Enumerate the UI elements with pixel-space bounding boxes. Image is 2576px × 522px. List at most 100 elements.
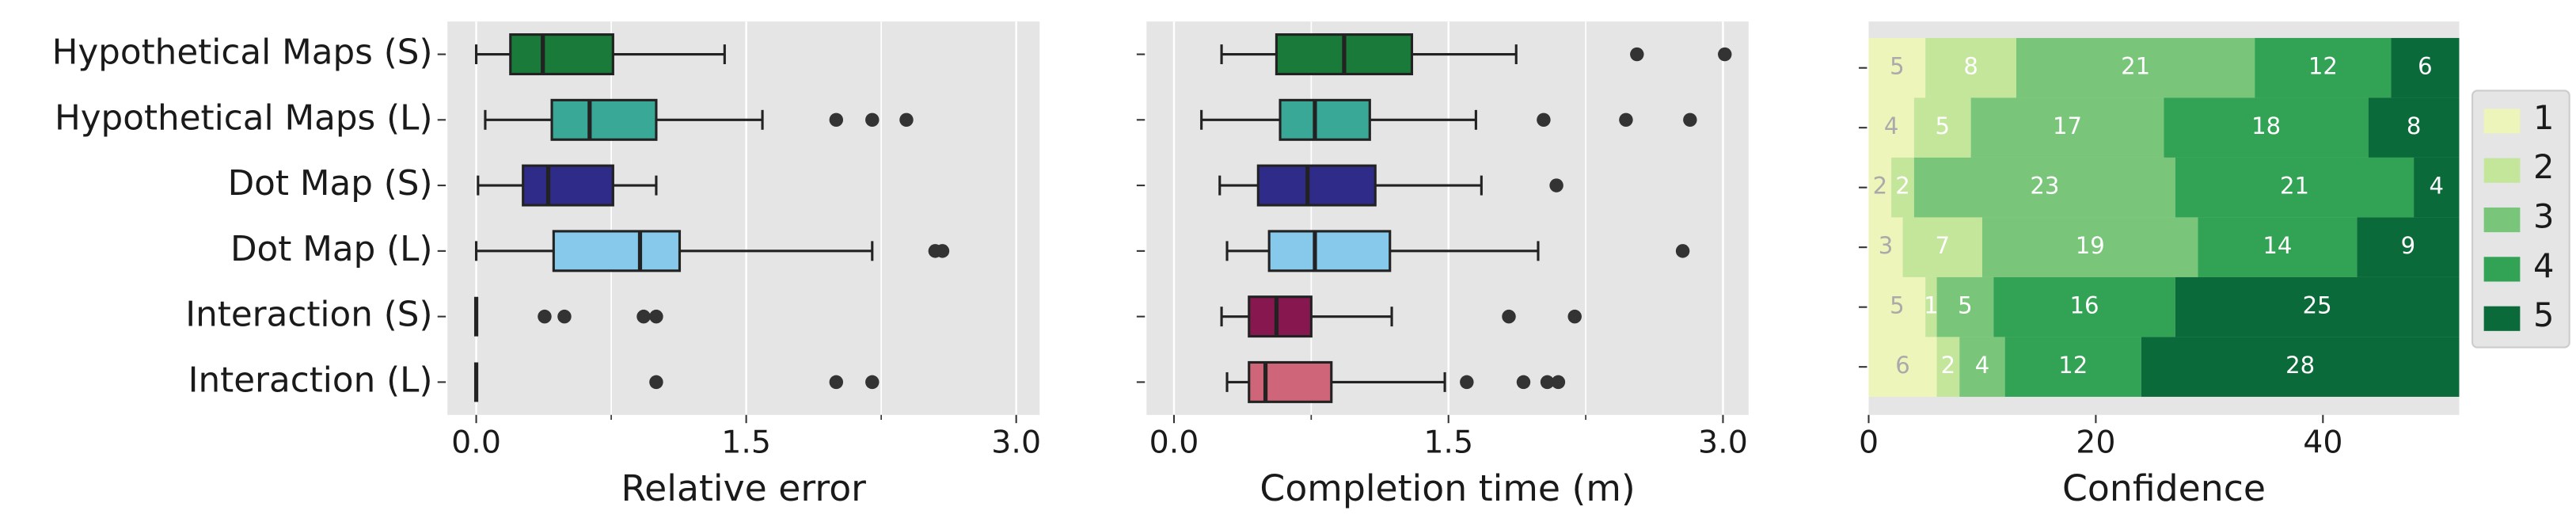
outlier	[1619, 112, 1633, 128]
bar-segment	[1891, 157, 1914, 218]
outlier	[1537, 112, 1551, 128]
segment-label: 5	[1935, 112, 1950, 139]
x-axis-label: Completion time (m)	[1260, 467, 1635, 509]
outlier	[935, 244, 950, 258]
segment-label: 4	[2430, 173, 2445, 200]
y-tick-label: Hypothetical Maps (S)	[52, 33, 433, 73]
segment-label: 6	[1895, 352, 1910, 379]
bar-segment	[1970, 97, 2164, 158]
box	[1267, 230, 1392, 272]
outlier	[899, 112, 914, 128]
segment-label: 21	[2121, 53, 2150, 80]
box	[1256, 164, 1377, 207]
legend-label: 3	[2533, 197, 2554, 236]
legend-label: 1	[2533, 98, 2554, 137]
segment-label: 8	[2407, 112, 2422, 139]
bar-segment	[2198, 217, 2358, 277]
segment-label: 4	[1975, 352, 1990, 379]
x-tick-label: 0	[1859, 425, 1879, 461]
bar-segment	[2016, 37, 2255, 98]
segment-label: 17	[2053, 112, 2082, 139]
outlier	[1502, 309, 1516, 324]
bar-segment	[1868, 217, 1903, 277]
x-tick-label: 1.5	[721, 425, 771, 461]
legend-swatch	[2483, 306, 2521, 331]
bar-segment	[1868, 337, 1937, 397]
bar-segment	[2141, 337, 2460, 397]
legend-label: 5	[2533, 295, 2554, 334]
x-tick-label: 1.5	[1423, 425, 1473, 461]
y-tick-label: Dot Map (L)	[230, 230, 433, 269]
legend-swatch	[2483, 109, 2521, 134]
bar-segment	[2175, 157, 2415, 218]
outlier	[557, 309, 572, 324]
legend-label: 2	[2533, 147, 2554, 186]
outlier	[829, 112, 844, 128]
legend-box	[2472, 90, 2570, 349]
box	[550, 98, 658, 141]
outlier	[1540, 375, 1555, 390]
segment-label: 19	[2076, 232, 2105, 259]
bar-segment	[1902, 217, 1982, 277]
bar-segment	[1913, 157, 2175, 218]
outlier	[1549, 178, 1563, 192]
segment-label: 6	[2418, 53, 2433, 80]
legend-swatch	[2483, 257, 2521, 282]
plot-background	[447, 21, 1040, 415]
outlier	[1516, 375, 1531, 390]
segment-label: 7	[1935, 232, 1950, 259]
outlier	[649, 375, 663, 390]
outlier	[1675, 244, 1690, 258]
x-tick-label: 40	[2303, 425, 2342, 461]
outlier	[1718, 47, 1732, 62]
segment-label: 3	[1879, 232, 1894, 259]
segment-label: 12	[2308, 53, 2338, 80]
box	[522, 164, 614, 207]
bar-segment	[1925, 37, 2016, 98]
bar-segment	[1936, 337, 1960, 397]
segment-label: 28	[2285, 352, 2315, 379]
segment-label: 16	[2070, 292, 2099, 319]
bar-segment	[1913, 97, 1971, 158]
segment-label: 5	[1890, 292, 1905, 319]
x-tick-label: 0.0	[451, 425, 501, 461]
y-tick-label: Hypothetical Maps (L)	[55, 98, 433, 138]
bar-segment	[2368, 97, 2460, 158]
segment-label: 4	[1884, 112, 1899, 139]
outlier	[1683, 112, 1697, 128]
segment-label: 9	[2401, 232, 2416, 259]
bar-segment	[1868, 37, 1926, 98]
segment-label: 2	[1873, 173, 1888, 200]
box	[552, 230, 682, 272]
bar-segment	[1993, 276, 2175, 337]
y-tick-label: Interaction (S)	[185, 295, 432, 335]
segment-label: 21	[2280, 173, 2309, 200]
box	[1279, 98, 1371, 141]
box	[1248, 295, 1313, 338]
legend-swatch	[2483, 207, 2521, 233]
segment-label: 14	[2263, 232, 2292, 259]
outlier	[636, 309, 651, 324]
bar-segment	[2255, 37, 2392, 98]
segment-label: 5	[1890, 53, 1905, 80]
outlier	[1630, 47, 1644, 62]
box	[509, 33, 614, 76]
y-tick-label: Dot Map (S)	[228, 164, 433, 204]
bar-segment	[1936, 276, 1994, 337]
bar-segment	[1959, 337, 2005, 397]
segment-label: 5	[1958, 292, 1973, 319]
x-tick-label: 0.0	[1149, 425, 1199, 461]
bar-segment	[2164, 97, 2369, 158]
bar-segment	[1868, 157, 1892, 218]
segment-label: 18	[2251, 112, 2281, 139]
bar-segment	[1868, 276, 1926, 337]
segment-label: 8	[1963, 53, 1978, 80]
x-axis-label: Relative error	[621, 467, 866, 509]
bar-segment	[2414, 157, 2460, 218]
outlier	[1567, 309, 1582, 324]
bar-segment	[1981, 217, 2198, 277]
outlier	[865, 112, 880, 128]
outlier	[829, 375, 844, 390]
legend-swatch	[2483, 158, 2521, 183]
